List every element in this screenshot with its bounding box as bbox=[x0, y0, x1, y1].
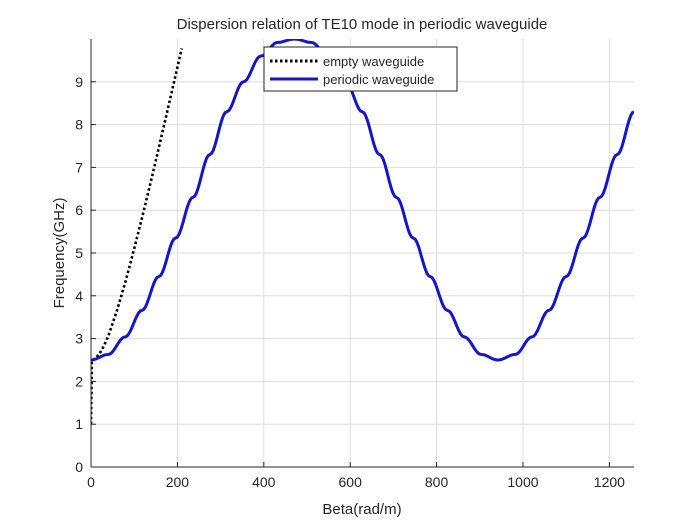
y-tick-label: 5 bbox=[75, 245, 83, 261]
x-tick-label: 400 bbox=[252, 474, 276, 490]
legend-label-empty-waveguide: empty waveguide bbox=[323, 54, 424, 69]
x-ticks: 0 200 400 600 800 1000 1200 bbox=[87, 462, 625, 490]
legend-label-periodic-waveguide: periodic waveguide bbox=[323, 72, 434, 87]
series-layer bbox=[91, 39, 634, 425]
series-line-periodic-waveguide bbox=[91, 39, 634, 362]
legend: empty waveguide periodic waveguide bbox=[263, 46, 458, 92]
y-tick-label: 7 bbox=[75, 159, 83, 175]
chart-title: Dispersion relation of TE10 mode in peri… bbox=[177, 16, 548, 33]
x-tick-label: 600 bbox=[339, 474, 363, 490]
y-axis-label: Frequency(GHz) bbox=[51, 198, 68, 309]
y-tick-label: 0 bbox=[75, 459, 83, 475]
y-tick-label: 8 bbox=[75, 117, 83, 133]
x-tick-label: 200 bbox=[166, 474, 190, 490]
y-tick-label: 3 bbox=[75, 331, 83, 347]
legend-box bbox=[263, 46, 458, 92]
x-tick-label: 800 bbox=[425, 474, 449, 490]
x-tick-label: 1000 bbox=[507, 474, 538, 490]
y-tick-label: 9 bbox=[75, 74, 83, 90]
y-tick-label: 6 bbox=[75, 202, 83, 218]
y-ticks: 0 1 2 3 4 5 6 7 8 9 bbox=[75, 74, 96, 475]
y-tick-label: 2 bbox=[75, 373, 83, 389]
x-tick-label: 1200 bbox=[594, 474, 625, 490]
x-axis-label: Beta(rad/m) bbox=[322, 501, 401, 518]
y-tick-label: 4 bbox=[75, 288, 83, 304]
x-tick-label: 0 bbox=[87, 474, 95, 490]
y-tick-label: 1 bbox=[75, 416, 83, 432]
